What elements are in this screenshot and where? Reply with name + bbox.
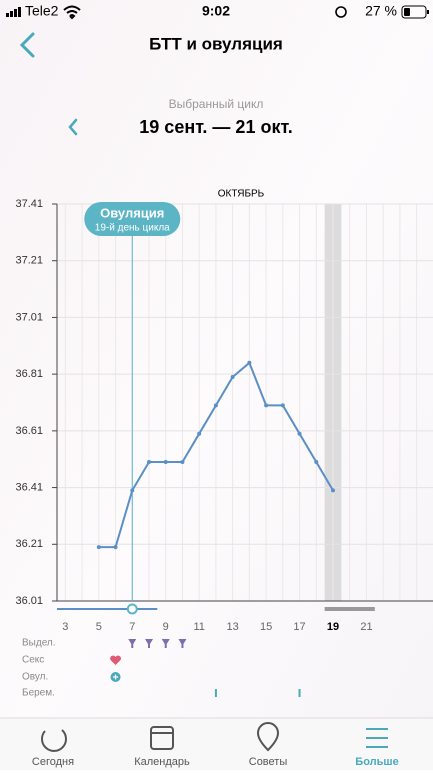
x-tick-label: 13 <box>227 621 239 633</box>
clock: 9:02 <box>202 3 230 19</box>
y-tick-label: 36.61 <box>15 425 43 437</box>
temperature-point <box>297 431 302 436</box>
temperature-point <box>163 460 168 465</box>
x-tick-label: 7 <box>129 621 135 633</box>
track-label: Секс <box>22 655 44 666</box>
x-tick-label: 17 <box>293 621 305 633</box>
temperature-point <box>130 488 135 493</box>
x-tick-label: 21 <box>360 621 372 633</box>
carrier: Tele2 <box>25 3 59 19</box>
x-tick-label: 5 <box>96 621 102 633</box>
signal-icon <box>6 7 21 17</box>
tab-label[interactable]: Календарь <box>134 756 190 768</box>
y-tick-label: 36.41 <box>15 481 43 493</box>
temperature-point <box>147 460 151 465</box>
temperature-point <box>247 360 252 365</box>
back-button[interactable] <box>19 32 35 58</box>
y-tick-label: 37.01 <box>15 311 43 323</box>
ovulation-icon-plus <box>113 674 119 680</box>
x-tick-label: 9 <box>163 621 169 633</box>
tab-label[interactable]: Сегодня <box>32 756 74 768</box>
discharge-icon <box>128 639 137 648</box>
track-label: Выдел. <box>22 638 56 649</box>
more-icon <box>366 728 388 748</box>
temperature-point <box>264 403 269 408</box>
y-tick-label: 37.21 <box>15 255 43 267</box>
battery-icon <box>401 5 429 19</box>
x-tick-label: 3 <box>62 621 68 633</box>
tab-bar <box>0 718 433 770</box>
temperature-point <box>314 460 319 465</box>
y-tick-label: 36.21 <box>15 538 43 550</box>
screen-title: БТТ и овуляция <box>149 34 283 53</box>
x-tick-label: 19 <box>327 621 339 633</box>
ovulation-bubble <box>84 202 181 236</box>
cycle-slider-handle <box>126 603 138 615</box>
previous-cycle-button[interactable] <box>68 118 78 136</box>
ovulation-title: Овуляция <box>100 205 164 220</box>
temperature-point <box>197 431 202 436</box>
x-tick-label: 11 <box>193 621 204 633</box>
sex-icon <box>110 655 121 665</box>
cycle-range: 19 сент. — 21 окт. <box>139 117 292 137</box>
rotation-lock-icon <box>335 6 347 18</box>
temperature-point <box>180 460 185 465</box>
track-label: Берем. <box>22 688 55 699</box>
calendar-icon <box>150 726 174 750</box>
y-tick-label: 36.01 <box>15 595 43 607</box>
temperature-point <box>96 545 101 550</box>
y-tick-label: 36.81 <box>15 368 43 380</box>
track-label: Овул. <box>22 672 48 683</box>
cycle-label: Выбранный цикл <box>169 97 264 111</box>
battery-text: 27 % <box>365 3 397 19</box>
discharge-icon <box>145 639 153 648</box>
tips-icon <box>256 722 280 752</box>
ovulation-subtitle: 19-й день цикла <box>95 223 170 234</box>
tab-label[interactable]: Больше <box>355 756 398 768</box>
temperature-point <box>280 403 285 408</box>
today-icon <box>41 729 67 752</box>
x-tick-label: 15 <box>260 621 272 633</box>
temperature-point <box>331 488 335 493</box>
temperature-point <box>230 374 235 379</box>
discharge-icon <box>161 639 170 648</box>
y-tick-label: 37.41 <box>15 198 43 210</box>
tab-label[interactable]: Советы <box>249 756 288 768</box>
discharge-icon <box>178 639 187 648</box>
wifi-icon <box>63 5 81 20</box>
temperature-point <box>213 403 218 408</box>
month-label: ОКТЯБРЬ <box>218 189 265 200</box>
temperature-point <box>113 545 118 550</box>
